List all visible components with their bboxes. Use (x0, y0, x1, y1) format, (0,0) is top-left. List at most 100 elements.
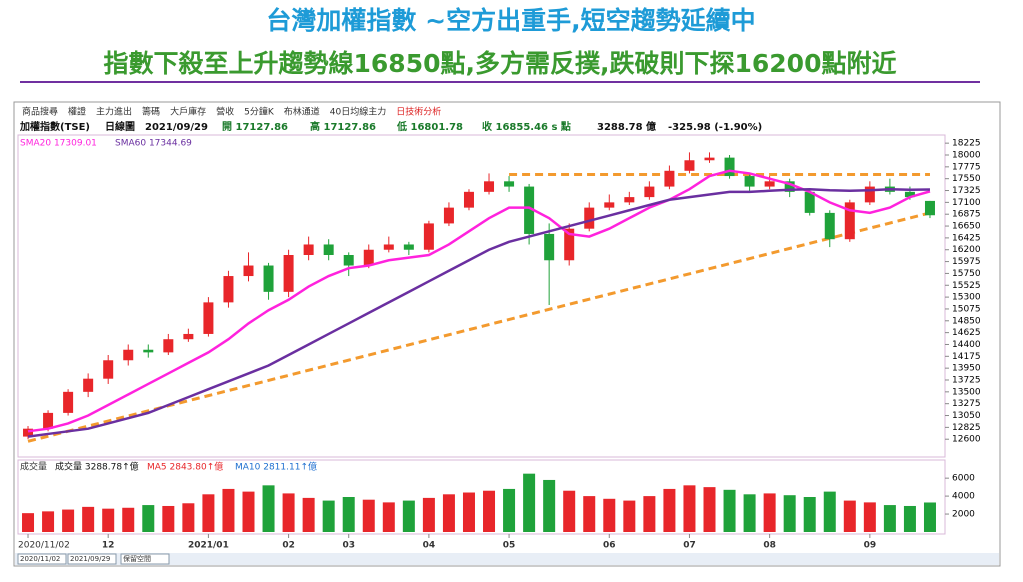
candle-body (243, 265, 254, 277)
candle-body (824, 212, 835, 240)
candle-body (183, 333, 194, 340)
info: 高 17127.86 (310, 120, 376, 133)
candle-body (83, 378, 94, 392)
x-tick-label: 2021/01 (188, 541, 229, 551)
y-tick-label: 15075 (952, 304, 981, 314)
volume-bar (142, 505, 155, 532)
volume-bar (442, 494, 455, 532)
x-tick-label: 12 (102, 541, 115, 551)
candle-body (63, 391, 74, 413)
candle-body (924, 200, 935, 216)
candle-body (283, 255, 294, 292)
candle-body (624, 197, 635, 203)
y-tick-label: 14400 (952, 340, 981, 350)
volume-bar (262, 485, 275, 532)
volume-legend: MA5 2843.80↑億 (147, 461, 223, 473)
y-tick-label: 15300 (952, 293, 981, 303)
info: 收 16855.46 s 點 (482, 120, 571, 133)
tab: 商品搜尋 (22, 106, 58, 118)
candle-body (844, 202, 855, 240)
candle-body (904, 191, 915, 198)
y-tick-label: 13275 (952, 399, 981, 409)
volume-bar (903, 505, 916, 532)
x-tick-label: 06 (603, 541, 616, 551)
volume-tick-label: 2000 (952, 510, 975, 520)
candle-body (163, 339, 174, 353)
control-box (67, 553, 117, 565)
candle-body (764, 181, 775, 187)
candle-body (23, 428, 34, 437)
volume-bar (342, 497, 355, 532)
tab: 5分鐘K (244, 106, 275, 118)
candle-body (784, 181, 795, 192)
volume-bar (523, 473, 536, 532)
control-box (120, 553, 170, 565)
volume-bar (703, 487, 716, 532)
candle-body (223, 276, 234, 303)
volume-bar (483, 490, 496, 532)
volume-bar (583, 496, 596, 532)
volume-bar (102, 508, 115, 532)
tab: 40日均線主力 (330, 106, 386, 118)
info: 3288.78 億 (597, 120, 656, 133)
control-box (17, 553, 67, 565)
volume-bar (42, 511, 55, 532)
candle-body (484, 181, 495, 192)
candle-body (303, 244, 314, 255)
info: 低 16801.78 (396, 120, 463, 133)
x-tick-label: 05 (503, 541, 516, 551)
y-tick-label: 14175 (952, 352, 981, 362)
legend-entry: SMA60 17344.69 (115, 139, 192, 149)
volume-bar (623, 500, 636, 532)
volume-bar (282, 493, 295, 532)
x-tick-label: 2020/11/02 (18, 541, 70, 551)
volume-bar (462, 492, 475, 532)
candle-body (423, 223, 434, 250)
y-tick-label: 18225 (952, 139, 981, 149)
tab: 大戶庫存 (170, 106, 206, 118)
control-label: 2020/11/02 (20, 555, 60, 563)
y-tick-label: 13500 (952, 387, 981, 397)
volume-bar (743, 494, 756, 532)
volume-bar (923, 502, 936, 532)
candle-body (724, 157, 735, 177)
y-tick-label: 17775 (952, 162, 981, 172)
candle-body (263, 265, 274, 292)
volume-tick-label: 4000 (952, 492, 975, 502)
candle-body (604, 202, 615, 208)
tab: 營收 (216, 106, 234, 118)
sma-line (27, 187, 930, 438)
y-tick-label: 16650 (952, 222, 981, 232)
volume-legend: 成交量 (20, 461, 47, 473)
y-tick-label: 17100 (952, 198, 981, 208)
y-tick-label: 14850 (952, 316, 981, 326)
control-label: 保留空間 (123, 554, 151, 563)
volume-bar (82, 506, 95, 532)
candle-body (463, 191, 474, 208)
candle-body (804, 191, 815, 213)
candle-body (744, 176, 755, 187)
y-tick-label: 14625 (952, 328, 981, 338)
volume-bar (162, 505, 175, 532)
candle-body (143, 349, 154, 353)
candle-body (443, 207, 454, 224)
volume-bar (603, 498, 616, 532)
tab: 主力進出 (96, 106, 132, 118)
volume-legend: MA10 2811.11↑億 (235, 461, 317, 473)
price-panel (17, 134, 946, 458)
candle-body (383, 244, 394, 250)
x-tick-label: 04 (423, 541, 436, 551)
y-tick-label: 13050 (952, 411, 981, 421)
y-tick-label: 15525 (952, 281, 981, 291)
volume-bar (643, 496, 656, 532)
candle-body (664, 170, 675, 187)
tab: 布林通道 (284, 106, 320, 118)
tab: 籌碼 (142, 106, 160, 118)
x-tick-label: 08 (763, 541, 776, 551)
volume-bar (663, 488, 676, 532)
volume-tick-label: 6000 (952, 474, 975, 484)
volume-bar (683, 485, 696, 532)
y-tick-label: 15975 (952, 257, 981, 267)
volume-bar (22, 513, 35, 532)
x-tick-label: 02 (282, 541, 295, 551)
